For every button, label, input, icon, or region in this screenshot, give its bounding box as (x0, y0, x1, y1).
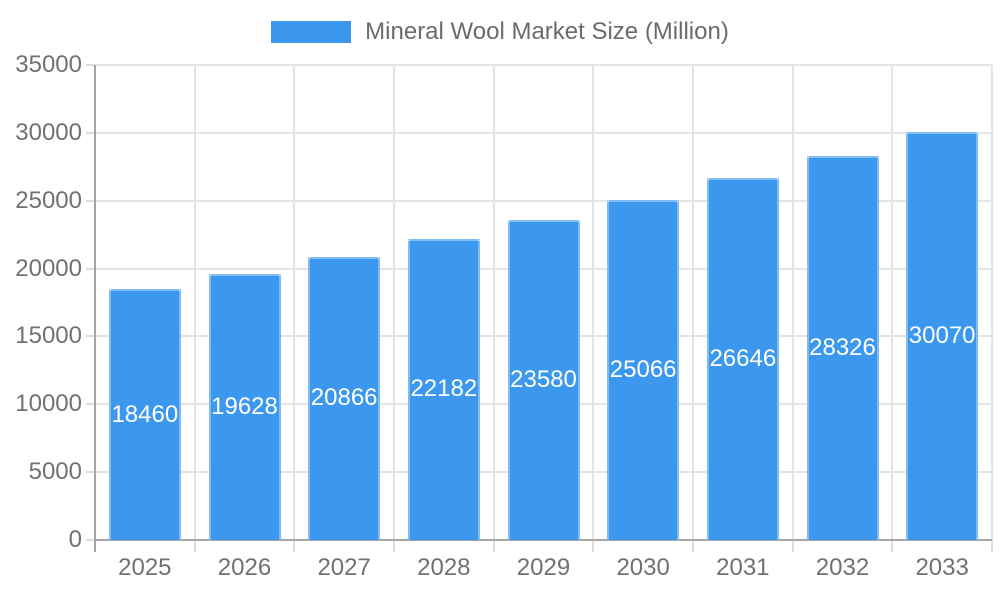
x-tick-label: 2025 (118, 554, 172, 581)
y-tick-label: 30000 (15, 118, 82, 146)
x-gridline (393, 65, 395, 540)
bar (407, 238, 480, 540)
y-tick-label: 15000 (15, 322, 82, 350)
x-tick (193, 540, 196, 552)
y-tick-label: 5000 (28, 458, 82, 486)
x-tick-label: 2029 (516, 554, 571, 581)
x-tick (891, 540, 894, 552)
y-tick-label: 20000 (15, 254, 82, 282)
x-tick (991, 540, 993, 552)
legend-swatch (271, 21, 352, 43)
x-tick-label: 2026 (217, 554, 272, 581)
x-tick-label: 2032 (815, 554, 870, 581)
bar-value-label: 30070 (908, 321, 976, 349)
bar (806, 155, 879, 540)
y-tick-label: 35000 (15, 51, 82, 78)
bar (607, 199, 680, 540)
legend: Mineral Wool Market Size (Million) (0, 18, 1000, 45)
y-tick-label: 0 (68, 526, 82, 553)
x-tick-label: 2028 (417, 554, 471, 581)
bar-value-label: 23580 (510, 365, 577, 393)
bar-value-label: 25066 (609, 355, 677, 383)
x-tick-label: 2031 (716, 554, 770, 581)
x-tick (293, 540, 296, 552)
x-gridline (492, 65, 495, 540)
y-gridline (95, 64, 992, 66)
x-gridline (991, 65, 993, 540)
bar-value-label: 20866 (310, 384, 378, 412)
x-gridline (692, 65, 694, 540)
bar (208, 273, 281, 540)
y-tick (86, 471, 95, 474)
bar (507, 219, 580, 540)
x-tick-label: 2030 (616, 554, 670, 581)
x-gridline (891, 65, 894, 540)
bar (308, 256, 381, 540)
x-tick-label: 2027 (317, 554, 371, 581)
y-tick (86, 131, 95, 134)
y-tick-label: 10000 (15, 390, 82, 418)
y-tick (86, 539, 95, 541)
x-gridline (592, 65, 595, 540)
bar-value-label: 18460 (111, 400, 179, 428)
y-tick (86, 335, 95, 338)
x-tick (692, 540, 694, 552)
x-axis-line (94, 539, 992, 541)
y-tick-label: 25000 (15, 186, 82, 214)
bar-value-label: 19628 (211, 392, 278, 420)
bar-value-label: 28326 (809, 333, 876, 361)
x-tick-label: 2033 (915, 554, 969, 581)
bar-value-label: 26646 (709, 345, 777, 373)
y-tick (86, 267, 95, 270)
legend-label: Mineral Wool Market Size (Million) (365, 18, 729, 45)
y-gridline (95, 199, 992, 202)
x-tick (492, 540, 495, 552)
bar (108, 289, 181, 540)
y-tick (86, 403, 95, 406)
x-gridline (791, 65, 794, 540)
y-gridline (95, 131, 992, 134)
y-axis-line (94, 65, 96, 552)
y-tick (86, 199, 95, 202)
x-tick (592, 540, 595, 552)
bar (706, 178, 779, 540)
bar-value-label: 22182 (410, 375, 478, 403)
y-tick (86, 64, 95, 66)
x-gridline (193, 65, 196, 540)
x-tick (791, 540, 794, 552)
x-gridline (293, 65, 296, 540)
x-tick (393, 540, 395, 552)
bar (906, 131, 979, 540)
